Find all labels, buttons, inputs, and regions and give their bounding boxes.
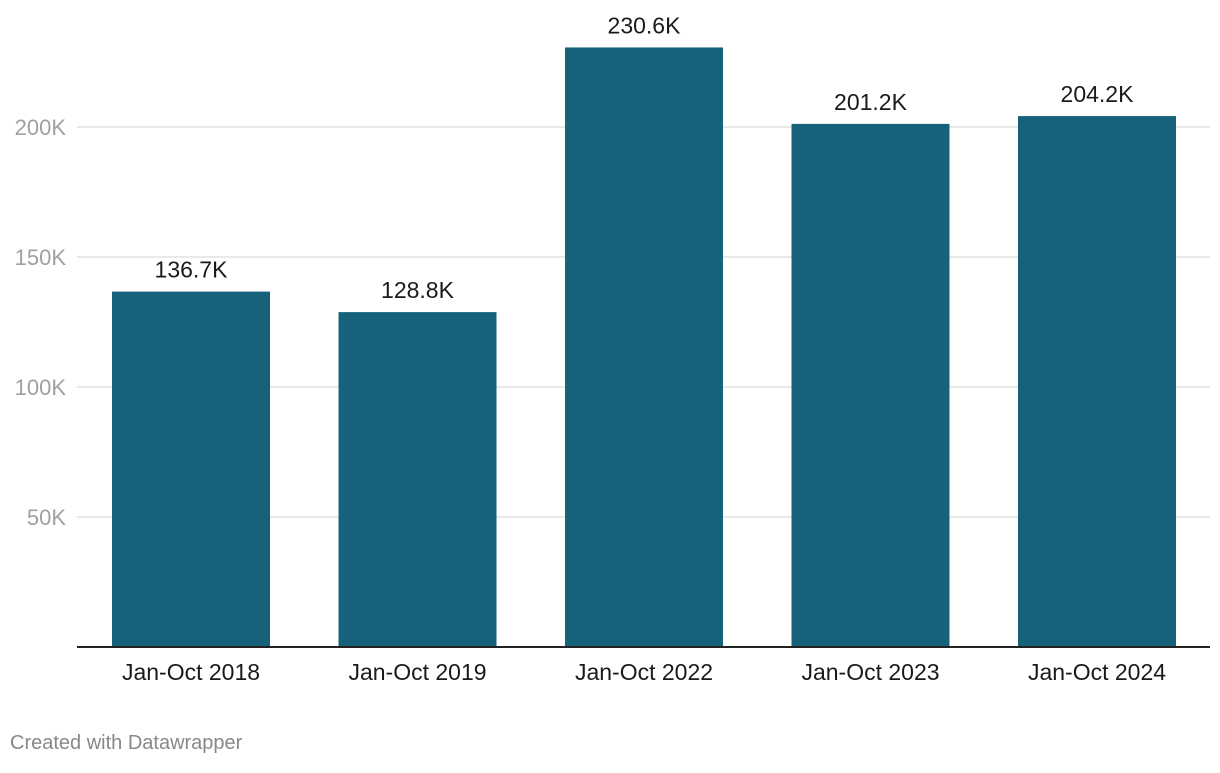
y-tick-label: 100K [15,375,67,400]
bar-value-label: 204.2K [1061,81,1135,107]
y-axis-ticks: 50K 100K 150K 200K [15,115,67,530]
x-category-label: Jan-Oct 2022 [575,659,713,685]
bar [791,123,950,647]
bars [112,47,1176,647]
x-category-label: Jan-Oct 2023 [801,659,939,685]
bar-value-label: 136.7K [155,257,229,283]
x-category-label: Jan-Oct 2018 [122,659,260,685]
bar [1018,116,1176,647]
credit-text: Created with Datawrapper [10,732,243,754]
y-tick-label: 200K [15,115,67,140]
x-category-label: Jan-Oct 2024 [1028,659,1166,685]
bar-value-label: 201.2K [834,89,908,115]
bar [112,291,270,647]
bar [338,312,497,647]
y-tick-label: 150K [15,245,67,270]
bar-value-label: 128.8K [381,277,455,303]
x-axis-labels: Jan-Oct 2018 Jan-Oct 2019 Jan-Oct 2022 Jan-… [122,659,1166,685]
bar-value-label: 230.6K [608,12,682,38]
y-tick-label: 50K [27,505,66,530]
bar [565,47,723,647]
data-labels: 136.7K 128.8K 230.6K 201.2K 204.2K [155,12,1135,303]
x-category-label: Jan-Oct 2019 [348,659,486,685]
